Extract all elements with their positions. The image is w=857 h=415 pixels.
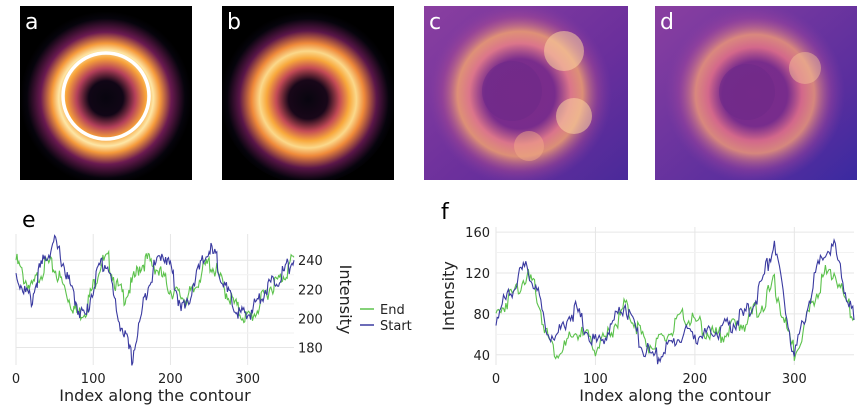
panel-label-c: c <box>429 10 442 35</box>
x-axis-title: Index along the contour <box>59 386 251 405</box>
panel-c-image <box>424 6 628 180</box>
y-tick-label: 200 <box>298 312 323 327</box>
x-tick-label: 300 <box>235 372 260 387</box>
panel-d-image <box>655 6 857 180</box>
y-tick-label: 180 <box>298 342 323 357</box>
x-tick-label: 0 <box>12 372 20 387</box>
panel-label-e: e <box>22 208 36 233</box>
y-tick-label: 160 <box>465 226 490 241</box>
contour-circle <box>61 51 151 141</box>
panel-label-b: b <box>227 10 241 35</box>
y-axis-title: Intensity <box>336 265 355 335</box>
series-line-end <box>495 265 855 361</box>
y-axis-title: Intensity <box>439 261 458 331</box>
x-tick-label: 0 <box>492 372 500 387</box>
x-tick-label: 300 <box>782 372 807 387</box>
y-tick-label: 40 <box>473 349 490 364</box>
legend-label-start: Start <box>380 319 412 334</box>
series-line-end <box>15 249 295 324</box>
x-tick-label: 100 <box>583 372 608 387</box>
legend-label-end: End <box>380 303 405 318</box>
panel-label-f: f <box>441 200 449 225</box>
panel-a-image <box>20 6 192 180</box>
panel-label-a: a <box>25 10 39 35</box>
y-tick-label: 120 <box>465 267 490 282</box>
x-tick-label: 200 <box>682 372 707 387</box>
y-tick-label: 240 <box>298 254 323 269</box>
series-line-start <box>15 234 295 366</box>
series-line-start <box>495 237 855 365</box>
y-tick-label: 80 <box>473 308 490 323</box>
x-tick-label: 100 <box>81 372 106 387</box>
x-axis-title: Index along the contour <box>579 386 771 405</box>
panel-label-d: d <box>660 10 674 35</box>
panel-b-image <box>222 6 394 180</box>
y-tick-label: 220 <box>298 283 323 298</box>
x-tick-label: 200 <box>158 372 183 387</box>
